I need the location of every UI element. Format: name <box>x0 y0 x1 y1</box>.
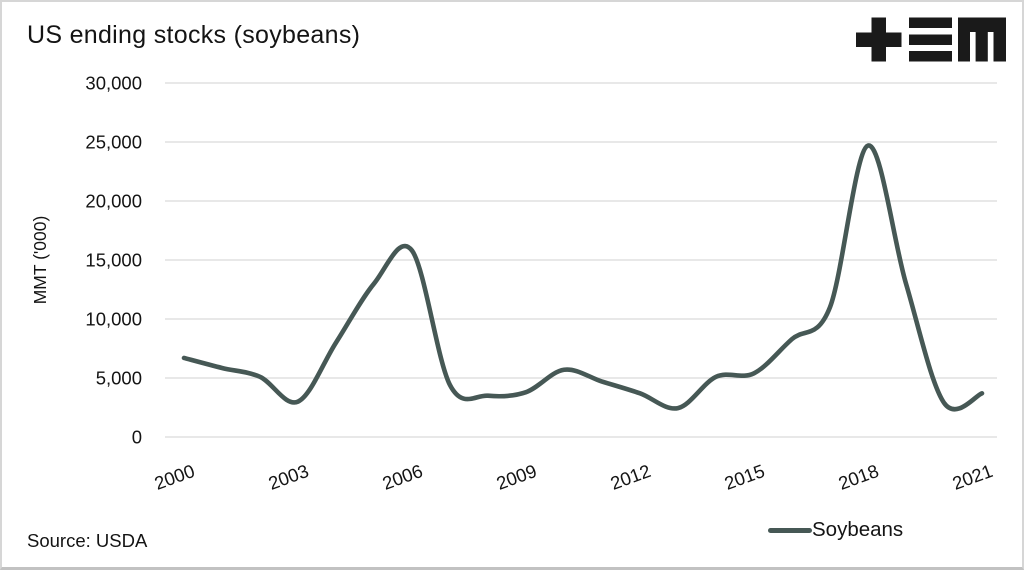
x-tick-label: 2003 <box>266 460 312 494</box>
x-tick-label: 2009 <box>494 460 540 494</box>
logo-bars-icon <box>909 17 952 62</box>
gridlines <box>165 82 997 438</box>
logo-plus-icon <box>856 17 902 62</box>
legend-label-soybeans: Soybeans <box>812 518 904 541</box>
y-tick-label: 5,000 <box>96 368 142 389</box>
tem-logo <box>856 17 1006 62</box>
chart-legend: Soybeans <box>768 518 903 542</box>
x-tick-label: 2012 <box>608 460 654 494</box>
source-note: Source: USDA <box>27 530 148 551</box>
series-line-soybeans <box>181 143 985 412</box>
y-axis-title: MMT ('000) <box>30 216 50 305</box>
x-tick-label: 2018 <box>836 460 882 494</box>
y-tick-label: 30,000 <box>85 73 142 94</box>
legend-swatch-soybeans <box>768 527 812 533</box>
x-tick-label: 2000 <box>152 460 198 494</box>
x-tick-label: 2015 <box>722 460 768 494</box>
logo-m-icon <box>958 17 1006 62</box>
x-axis-tick-labels: 2000 2003 2006 2009 2012 2015 2018 2021 <box>152 460 996 494</box>
y-tick-label: 15,000 <box>85 250 142 271</box>
y-tick-label: 25,000 <box>85 132 142 153</box>
y-tick-label: 10,000 <box>85 309 142 330</box>
x-tick-label: 2021 <box>950 460 996 494</box>
page-title: US ending stocks (soybeans) <box>27 21 361 49</box>
y-axis-tick-labels: 0 5,000 10,000 15,000 20,000 25,000 30,000 <box>85 73 142 448</box>
y-tick-label: 0 <box>132 427 142 448</box>
x-tick-label: 2006 <box>380 460 426 494</box>
y-tick-label: 20,000 <box>85 191 142 212</box>
